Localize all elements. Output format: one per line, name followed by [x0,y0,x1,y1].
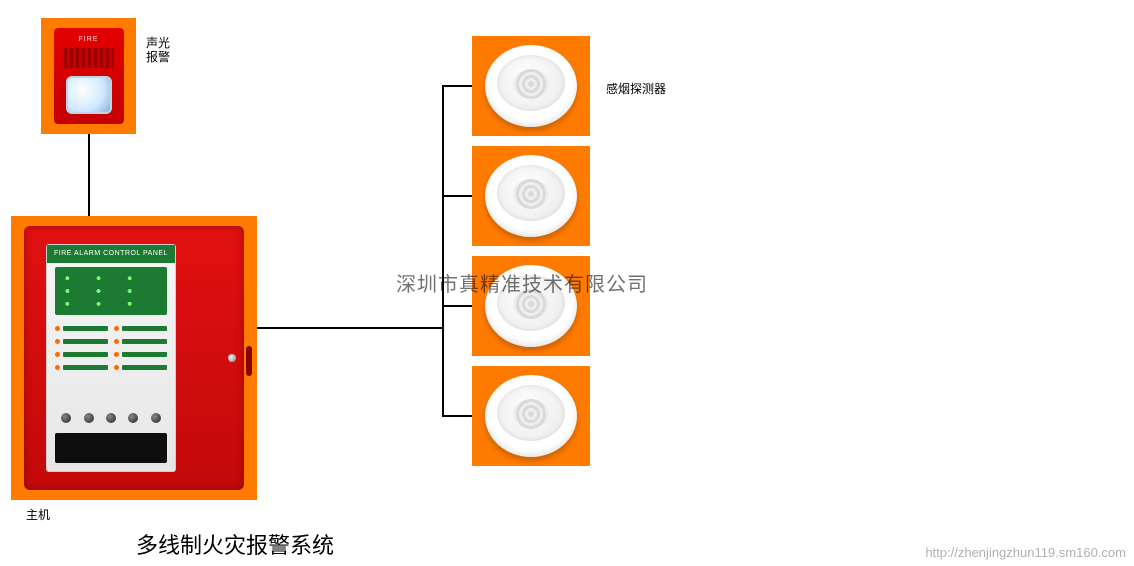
host-box: FIRE ALARM CONTROL PANEL [11,216,257,500]
watermark-text: 深圳市真精准技术有限公司 [396,268,648,297]
wire [88,134,90,216]
alarm-device: FIRE [54,28,124,124]
host-status-panel [55,267,167,315]
smoke-detector [485,375,577,457]
wire [442,195,472,197]
smoke-detector [485,45,577,127]
detector-box [472,36,590,136]
host-zone [114,349,167,359]
diagram-title: 多线制火灾报警系统 [136,528,334,560]
alarm-device-text: FIRE [54,36,124,43]
host-zone [114,336,167,346]
alarm-lens [66,76,112,114]
host-zone [114,323,167,333]
host-zone [55,349,108,359]
host-zones [55,323,167,372]
host-face-header: FIRE ALARM CONTROL PANEL [47,245,175,263]
host-knob [151,413,161,423]
host-keyhole [228,354,236,362]
host-knob [84,413,94,423]
wire [442,85,472,87]
host-knobs [55,411,167,425]
host-zone [114,362,167,372]
alarm-box: FIRE [41,18,136,134]
alarm-label: 声光 报警 [146,36,170,65]
host-lower-panel [55,433,167,463]
host-knob [61,413,71,423]
host-knob [128,413,138,423]
host-knob [106,413,116,423]
wire [442,85,444,415]
detector-box [472,366,590,466]
alarm-grille [64,48,114,68]
host-face: FIRE ALARM CONTROL PANEL [46,244,176,472]
wire [442,415,472,417]
smoke-detector [485,155,577,237]
host-label: 主机 [26,508,50,522]
wire [442,305,472,307]
host-zone [55,362,108,372]
host-zone [55,336,108,346]
host-cabinet: FIRE ALARM CONTROL PANEL [24,226,244,490]
detector-label: 感烟探测器 [606,82,666,96]
detector-box [472,146,590,246]
host-zone [55,323,108,333]
host-handle [246,346,252,376]
wire [257,327,442,329]
source-url: http://zhenjingzhun119.sm160.com [925,545,1126,560]
